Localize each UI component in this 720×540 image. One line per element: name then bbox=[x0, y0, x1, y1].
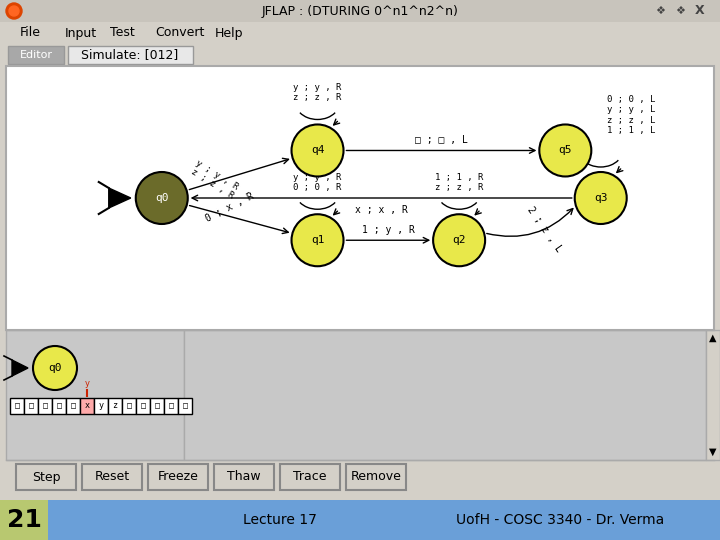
Text: y: y bbox=[99, 402, 104, 410]
Text: □: □ bbox=[168, 402, 174, 410]
Text: 2 ; z , L: 2 ; z , L bbox=[526, 205, 564, 254]
Text: y ; y , R
z ; z , R: y ; y , R z ; z , R bbox=[189, 158, 240, 200]
Text: Remove: Remove bbox=[351, 470, 402, 483]
FancyBboxPatch shape bbox=[150, 398, 164, 414]
Circle shape bbox=[292, 214, 343, 266]
Text: 0 ; x , R: 0 ; x , R bbox=[204, 191, 256, 224]
FancyBboxPatch shape bbox=[10, 398, 24, 414]
Text: □ ; □ , L: □ ; □ , L bbox=[415, 136, 468, 145]
Text: □: □ bbox=[71, 402, 76, 410]
FancyBboxPatch shape bbox=[6, 330, 184, 460]
Text: Thaw: Thaw bbox=[228, 470, 261, 483]
Text: q4: q4 bbox=[311, 145, 324, 156]
Text: ❖: ❖ bbox=[655, 6, 665, 16]
FancyBboxPatch shape bbox=[214, 464, 274, 490]
FancyBboxPatch shape bbox=[8, 46, 64, 64]
Circle shape bbox=[575, 172, 626, 224]
Text: □: □ bbox=[140, 402, 145, 410]
Polygon shape bbox=[109, 188, 131, 208]
Text: Reset: Reset bbox=[94, 470, 130, 483]
FancyBboxPatch shape bbox=[346, 464, 406, 490]
FancyBboxPatch shape bbox=[94, 398, 108, 414]
FancyBboxPatch shape bbox=[24, 398, 38, 414]
FancyBboxPatch shape bbox=[38, 398, 52, 414]
FancyBboxPatch shape bbox=[184, 330, 706, 460]
Text: ❖: ❖ bbox=[675, 6, 685, 16]
Text: ▼: ▼ bbox=[709, 447, 716, 457]
Text: Simulate: [012]: Simulate: [012] bbox=[81, 49, 179, 62]
Text: Trace: Trace bbox=[293, 470, 327, 483]
Text: 21: 21 bbox=[6, 508, 42, 532]
Text: 1 ; 1 , R
z ; z , R: 1 ; 1 , R z ; z , R bbox=[435, 173, 483, 192]
FancyBboxPatch shape bbox=[0, 0, 720, 22]
Text: □: □ bbox=[182, 402, 187, 410]
FancyBboxPatch shape bbox=[0, 500, 720, 540]
FancyBboxPatch shape bbox=[0, 44, 720, 66]
Text: Test: Test bbox=[110, 26, 135, 39]
FancyBboxPatch shape bbox=[82, 464, 142, 490]
Text: x: x bbox=[84, 402, 89, 410]
Text: Lecture 17: Lecture 17 bbox=[243, 513, 317, 527]
FancyBboxPatch shape bbox=[80, 398, 94, 414]
Polygon shape bbox=[12, 360, 28, 376]
FancyBboxPatch shape bbox=[0, 22, 720, 44]
Text: Freeze: Freeze bbox=[158, 470, 199, 483]
Circle shape bbox=[33, 346, 77, 390]
Text: □: □ bbox=[56, 402, 61, 410]
Text: y ; y , R
z ; z , R: y ; y , R z ; z , R bbox=[293, 83, 342, 103]
Text: Input: Input bbox=[65, 26, 97, 39]
Circle shape bbox=[433, 214, 485, 266]
Text: x ; x , R: x ; x , R bbox=[355, 205, 408, 215]
Text: 1 ; y , R: 1 ; y , R bbox=[362, 225, 415, 235]
Text: q0: q0 bbox=[155, 193, 168, 203]
Text: Step: Step bbox=[32, 470, 60, 483]
FancyBboxPatch shape bbox=[6, 66, 714, 330]
FancyBboxPatch shape bbox=[280, 464, 340, 490]
FancyBboxPatch shape bbox=[66, 398, 80, 414]
Text: z: z bbox=[112, 402, 117, 410]
Text: q3: q3 bbox=[594, 193, 608, 203]
FancyBboxPatch shape bbox=[164, 398, 178, 414]
FancyBboxPatch shape bbox=[16, 464, 76, 490]
Text: q2: q2 bbox=[452, 235, 466, 245]
Text: □: □ bbox=[14, 402, 19, 410]
Text: □: □ bbox=[42, 402, 48, 410]
FancyBboxPatch shape bbox=[122, 398, 136, 414]
FancyBboxPatch shape bbox=[148, 464, 208, 490]
Text: q5: q5 bbox=[559, 145, 572, 156]
FancyBboxPatch shape bbox=[136, 398, 150, 414]
Text: UofH - COSC 3340 - Dr. Verma: UofH - COSC 3340 - Dr. Verma bbox=[456, 513, 664, 527]
Text: y: y bbox=[84, 379, 89, 388]
Text: Help: Help bbox=[215, 26, 243, 39]
FancyBboxPatch shape bbox=[108, 398, 122, 414]
Text: □: □ bbox=[155, 402, 160, 410]
FancyBboxPatch shape bbox=[178, 398, 192, 414]
Text: File: File bbox=[20, 26, 41, 39]
Text: q1: q1 bbox=[311, 235, 324, 245]
Circle shape bbox=[9, 6, 19, 16]
Circle shape bbox=[539, 125, 591, 177]
FancyBboxPatch shape bbox=[68, 46, 193, 64]
Text: Convert: Convert bbox=[155, 26, 204, 39]
Text: □: □ bbox=[127, 402, 132, 410]
Text: y ; y , R
0 ; 0 , R: y ; y , R 0 ; 0 , R bbox=[293, 173, 342, 192]
Text: Editor: Editor bbox=[19, 50, 53, 60]
FancyBboxPatch shape bbox=[706, 330, 720, 460]
FancyBboxPatch shape bbox=[52, 398, 66, 414]
Text: 0 ; 0 , L
y ; y , L
z ; z , L
1 ; 1 , L: 0 ; 0 , L y ; y , L z ; z , L 1 ; 1 , L bbox=[606, 95, 655, 135]
FancyBboxPatch shape bbox=[0, 500, 48, 540]
Circle shape bbox=[6, 3, 22, 19]
Text: ▲: ▲ bbox=[709, 333, 716, 343]
Text: q0: q0 bbox=[48, 363, 62, 373]
Text: JFLAP : (DTURING 0^n1^n2^n): JFLAP : (DTURING 0^n1^n2^n) bbox=[261, 4, 459, 17]
Text: □: □ bbox=[29, 402, 34, 410]
Circle shape bbox=[292, 125, 343, 177]
Circle shape bbox=[136, 172, 188, 224]
Text: X: X bbox=[696, 4, 705, 17]
